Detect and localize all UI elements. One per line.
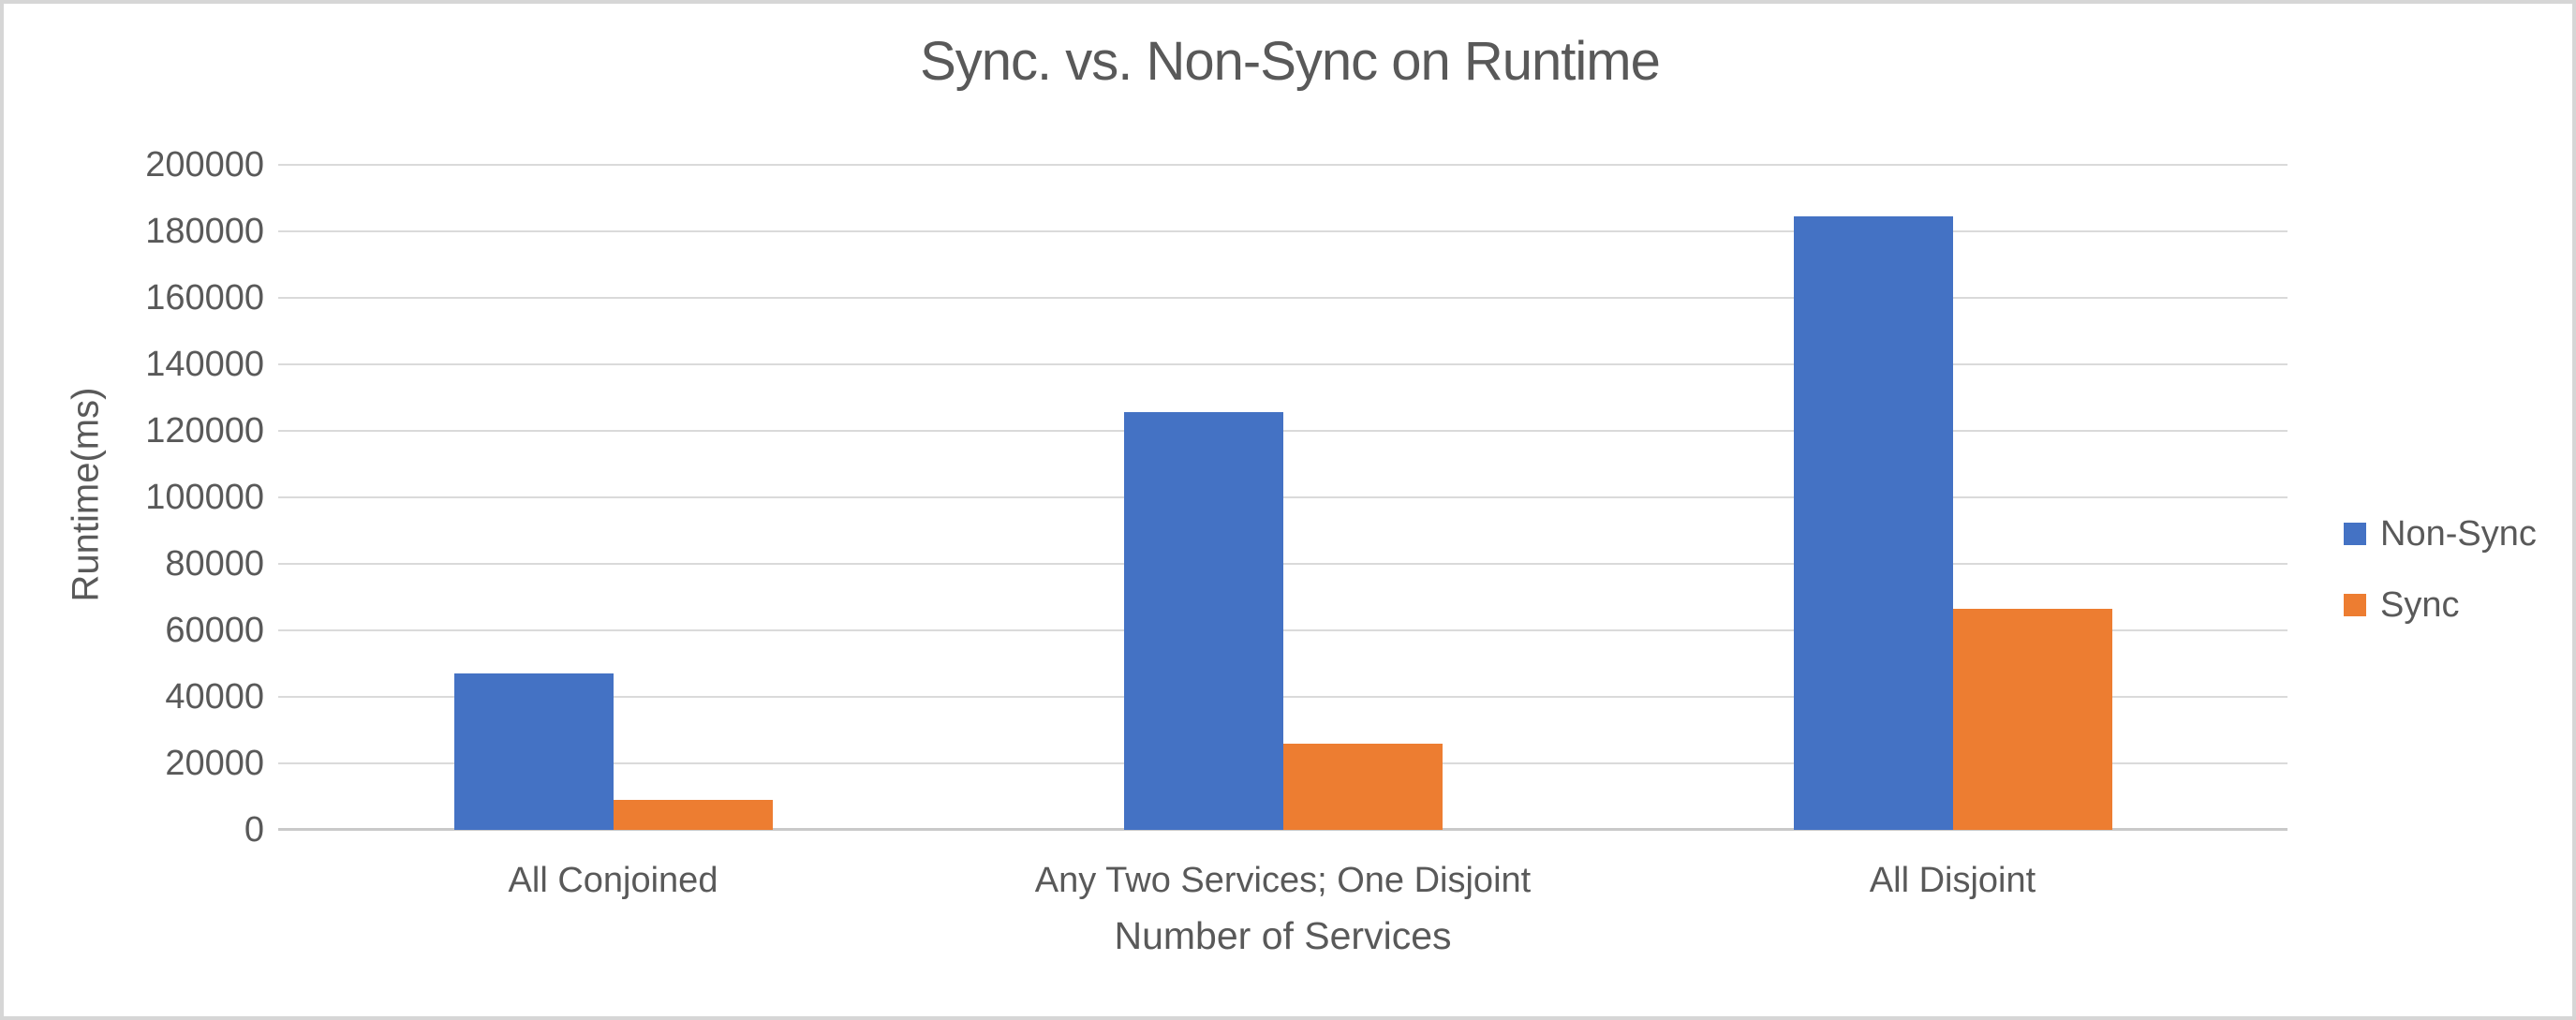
y-axis-tick-labels: 0 20000 40000 60000 80000 100000 120000 140000 1… [41,146,264,849]
y-tick-label: 120000 [145,411,264,451]
x-category-label: All Conjoined [508,861,718,900]
gridline [278,363,2287,365]
legend-label: Non-Sync [2380,514,2537,554]
legend-swatch-icon [2344,594,2366,616]
y-tick-label: 160000 [145,278,264,318]
y-tick-label: 180000 [145,212,264,251]
bar-sync-1 [613,800,773,830]
bar-non-sync-3 [1793,216,1953,830]
y-tick-label: 20000 [165,744,264,783]
y-tick-label: 140000 [145,345,264,384]
y-tick-label: 100000 [145,478,264,517]
legend-label: Sync [2380,585,2460,625]
x-axis-title: Number of Services [1114,914,1452,957]
bar-sync-3 [1952,608,2112,830]
bar-non-sync-2 [1123,412,1283,830]
gridline [278,629,2287,631]
x-category-label: All Disjoint [1869,861,2036,900]
plot-area [278,164,2287,831]
chart-title: Sync. vs. Non-Sync on Runtime [920,31,1661,92]
gridline [278,430,2287,432]
legend-item-sync: Sync [2344,587,2537,623]
legend-swatch-icon [2344,523,2366,545]
gridline [278,563,2287,565]
x-category-label: Any Two Services; One Disjoint [1034,861,1532,900]
y-tick-label: 200000 [145,145,264,185]
gridline [278,164,2287,166]
x-axis-category-labels: All Conjoined Any Two Services; One Disjo… [278,856,2287,905]
gridline [278,496,2287,498]
legend: Non-Sync Sync [2344,516,2537,623]
bar-non-sync-1 [453,673,614,830]
y-tick-label: 40000 [165,677,264,717]
gridline [278,696,2287,698]
y-tick-label: 0 [244,810,264,850]
gridline [278,230,2287,232]
y-tick-label: 60000 [165,611,264,650]
y-tick-label: 80000 [165,544,264,584]
bar-sync-2 [1282,743,1443,830]
legend-item-non-sync: Non-Sync [2344,516,2537,552]
gridline [278,297,2287,299]
